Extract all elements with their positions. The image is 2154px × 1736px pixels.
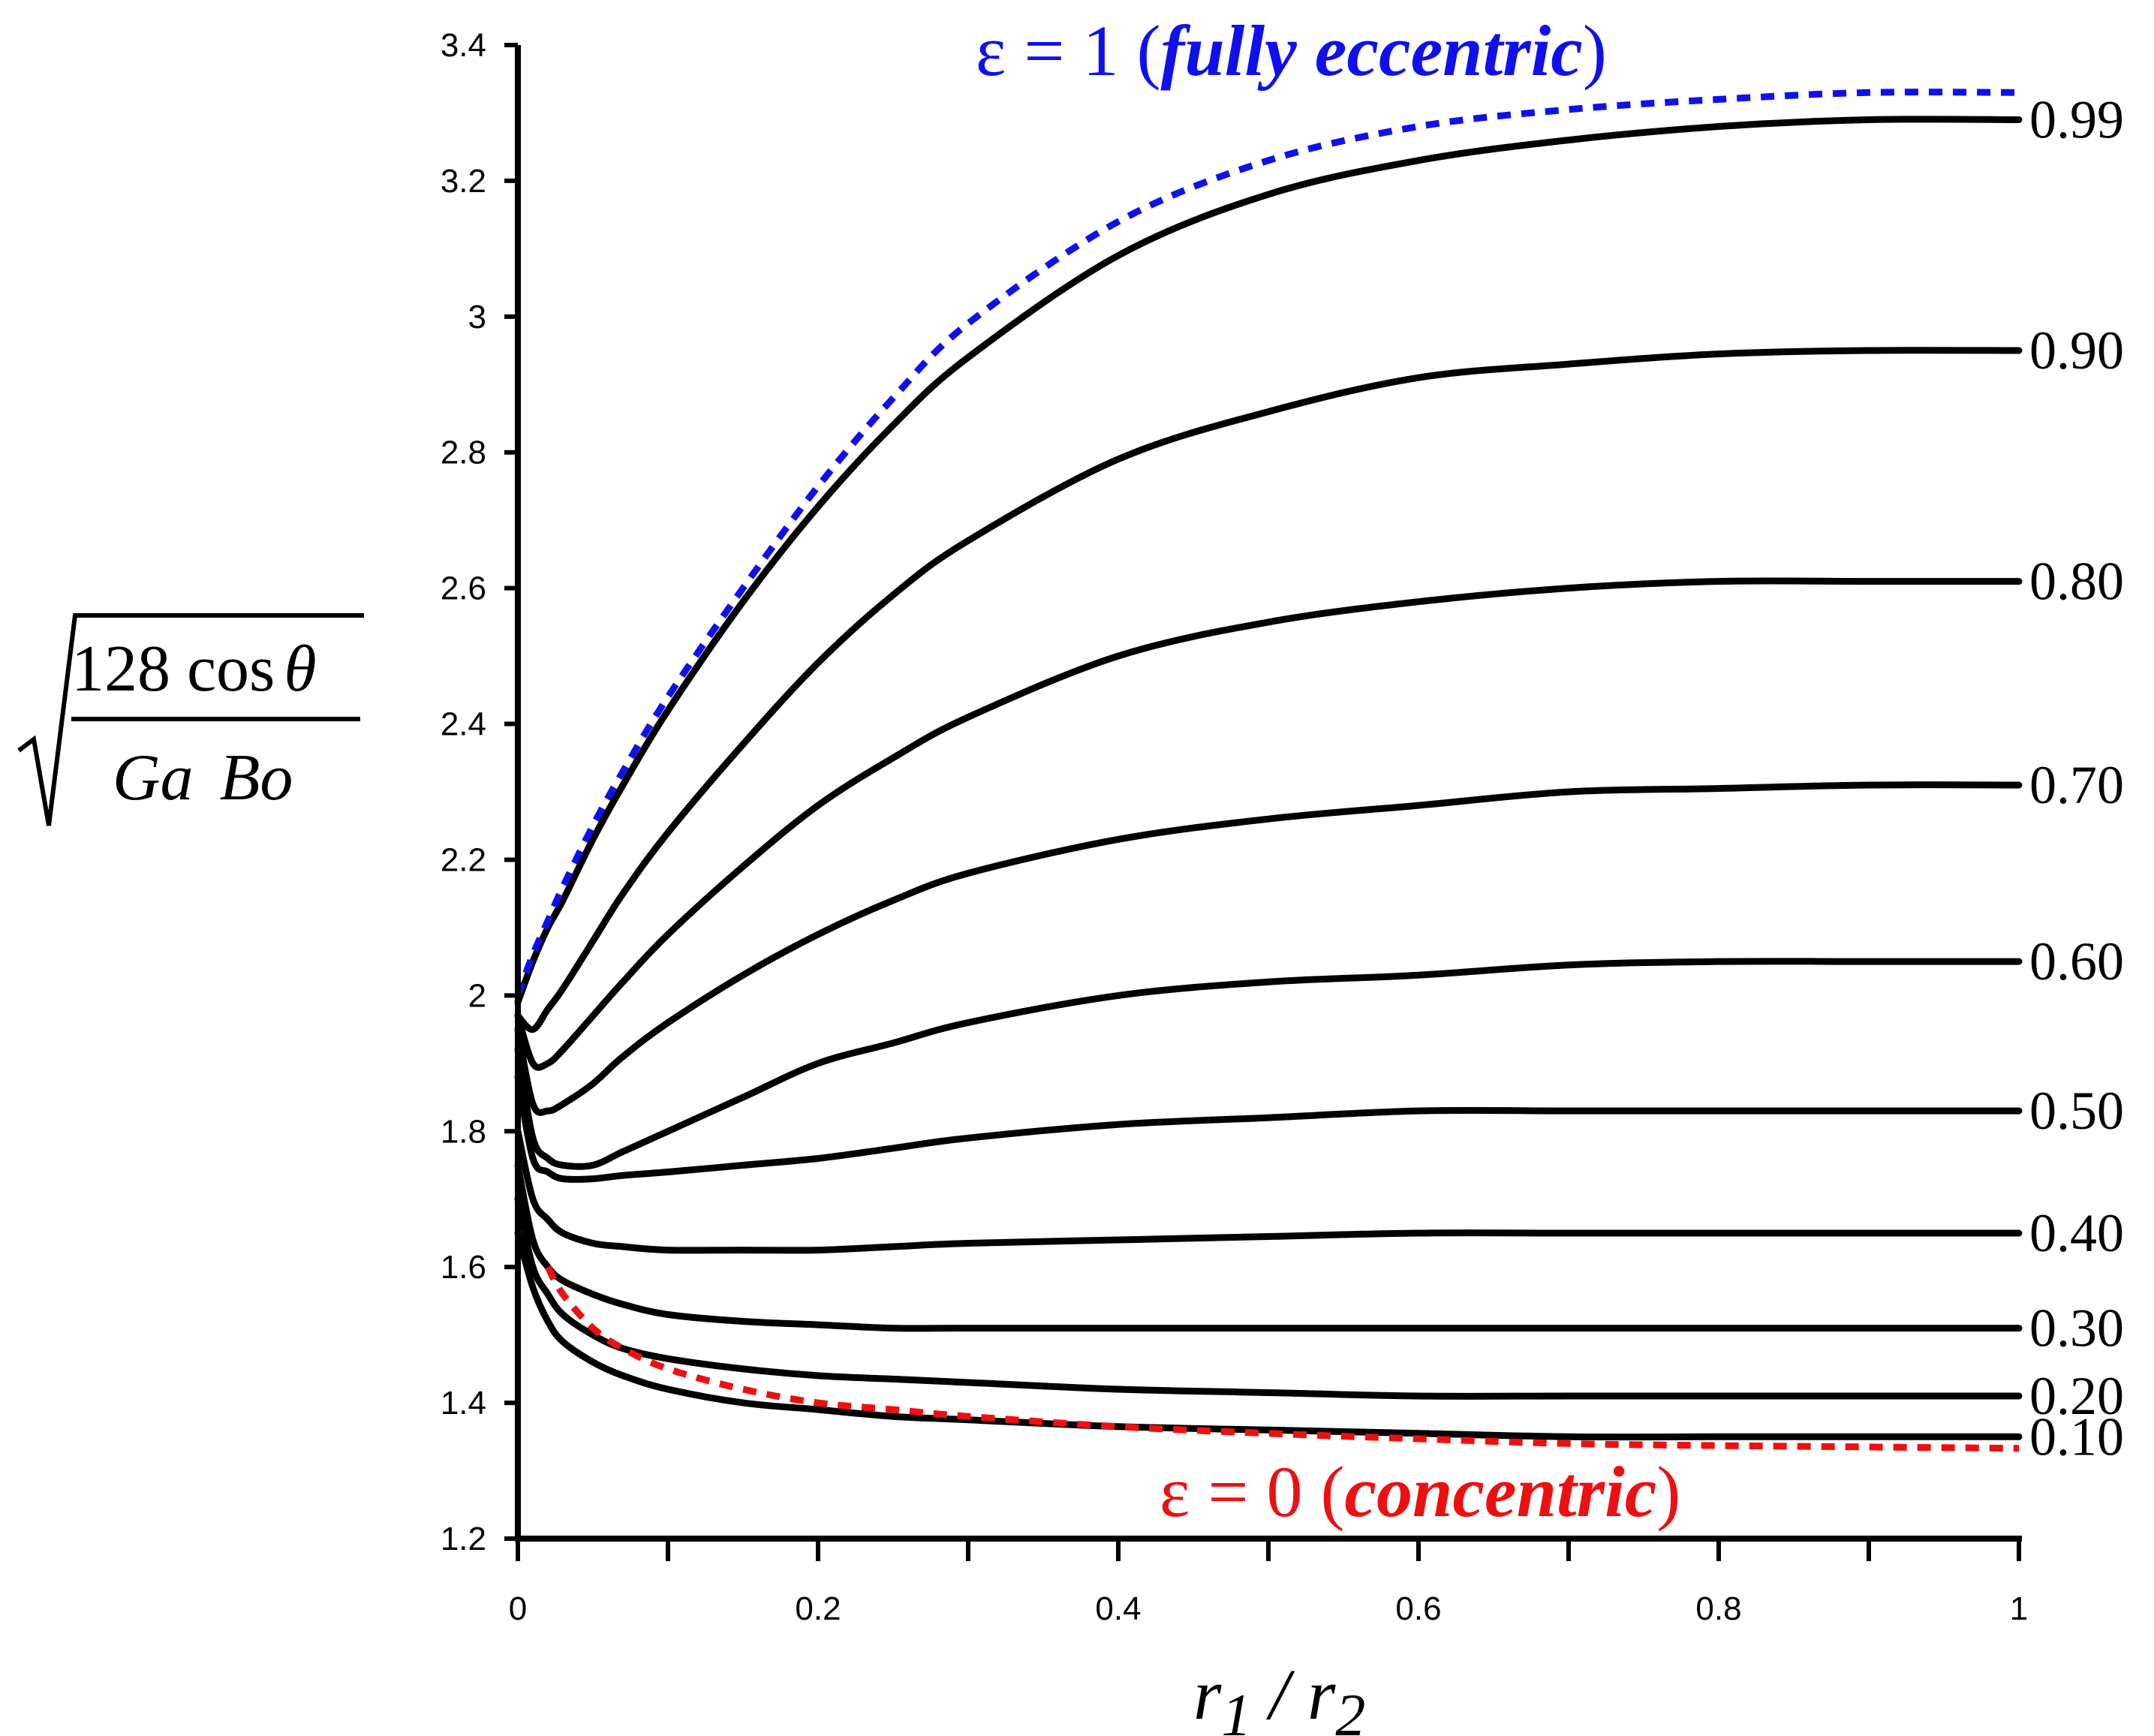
- curve-labels-layer: 0.99 0.90 0.80 0.70 0.60 0.50 0.40 0.30 0.200.10: [2029, 90, 2124, 1467]
- curve-label: 0.20: [2029, 1366, 2124, 1426]
- series-0-50: [514, 1073, 2023, 1183]
- y-tick-label: 1.2: [441, 1521, 486, 1557]
- y-tick-label: 2.8: [441, 435, 486, 471]
- annotation-bottom-close: ): [1656, 1452, 1680, 1532]
- dashed-series--0: [545, 1265, 2020, 1452]
- annotation-concentric: ε = 0 (concentric): [1160, 1452, 1680, 1532]
- y-title-num-text: 128 cos: [71, 633, 275, 706]
- y-tick-label: 1.4: [441, 1385, 486, 1422]
- y-tick-label: 3.4: [441, 27, 486, 64]
- x-title-r1: r: [1193, 1654, 1222, 1734]
- x-title-sep: /: [1251, 1654, 1307, 1734]
- annotation-bottom-emph: concentric: [1344, 1452, 1656, 1532]
- x-tick-label: 0.4: [1095, 1590, 1141, 1627]
- y-tick-label: 3.2: [441, 163, 486, 200]
- y-tick-label: 2: [468, 977, 486, 1014]
- curve-label: 0.40: [2029, 1203, 2124, 1263]
- y-axis-title: 128 cos θ Ga Bo: [17, 613, 364, 826]
- series-0-70: [514, 781, 2023, 1116]
- x-tick-label: 0.2: [795, 1590, 841, 1627]
- y-title-theta: θ: [284, 633, 316, 706]
- series-0-30: [514, 1162, 2023, 1332]
- annotation-bottom-open: (: [1320, 1452, 1344, 1532]
- curve-label: 0.80: [2029, 552, 2124, 612]
- series-0-10: [514, 1229, 2023, 1441]
- curve-label: 0.10: [2029, 1407, 2124, 1467]
- curve-label: 0.30: [2029, 1298, 2124, 1358]
- series-0-90: [514, 347, 2023, 1033]
- series-0-40: [514, 1127, 2023, 1254]
- series-0-60: [514, 958, 2023, 1170]
- x-axis-title: r1 / r2: [1193, 1654, 1365, 1736]
- x-title-sub2: 2: [1335, 1683, 1365, 1736]
- series-0-20: [514, 1196, 2023, 1400]
- y-title-ga: Ga: [113, 742, 194, 814]
- dashed-series--1: [514, 89, 2020, 997]
- curves-layer: [514, 89, 2023, 1452]
- y-title-denominator: Ga Bo: [113, 742, 293, 814]
- x-tick-label: 0: [509, 1590, 527, 1627]
- annotation-top-prefix: ε = 1: [976, 11, 1136, 91]
- x-tick-label: 1: [2010, 1590, 2028, 1627]
- x-tick-label: 0.6: [1395, 1590, 1441, 1627]
- y-tick-label: 2.2: [441, 841, 486, 878]
- axes: [515, 45, 2022, 1542]
- annotation-top-open: (: [1136, 11, 1160, 91]
- curve-label: 0.90: [2029, 320, 2124, 381]
- annotation-top-emph: fully eccentric: [1160, 11, 1582, 91]
- curve-label: 0.60: [2029, 931, 2124, 991]
- curve-label: 0.70: [2029, 755, 2124, 815]
- y-tick-label: 1.8: [441, 1113, 486, 1150]
- y-tick-label: 3: [468, 299, 486, 335]
- y-title-numerator: 128 cos θ: [71, 633, 317, 706]
- y-title-bo: Bo: [220, 742, 293, 814]
- annotation-top-close: ): [1583, 11, 1607, 91]
- series-0-80: [514, 577, 2023, 1071]
- y-title-radical-sign: [17, 613, 364, 826]
- y-tick-label: 2.6: [441, 570, 486, 607]
- y-tick-label: 2.4: [441, 706, 486, 743]
- curve-label: 0.50: [2029, 1081, 2124, 1141]
- x-title-r2: r: [1307, 1654, 1336, 1734]
- ticks-layer: 1.2 1.4 1.6 1.8 2 2.2 2.4 2.6 2.8 3 3.2 3.4 0 0.2 0.4 0…: [441, 27, 2028, 1627]
- curve-label: 0.99: [2029, 90, 2124, 150]
- series-0-99: [514, 116, 2023, 1006]
- y-tick-label: 1.6: [441, 1249, 486, 1286]
- x-title-sub1: 1: [1221, 1683, 1251, 1736]
- x-tick-label: 0.8: [1695, 1590, 1741, 1627]
- annotation-fully-eccentric: ε = 1 (fully eccentric): [976, 11, 1607, 91]
- annotation-bottom-prefix: ε = 0: [1160, 1452, 1320, 1532]
